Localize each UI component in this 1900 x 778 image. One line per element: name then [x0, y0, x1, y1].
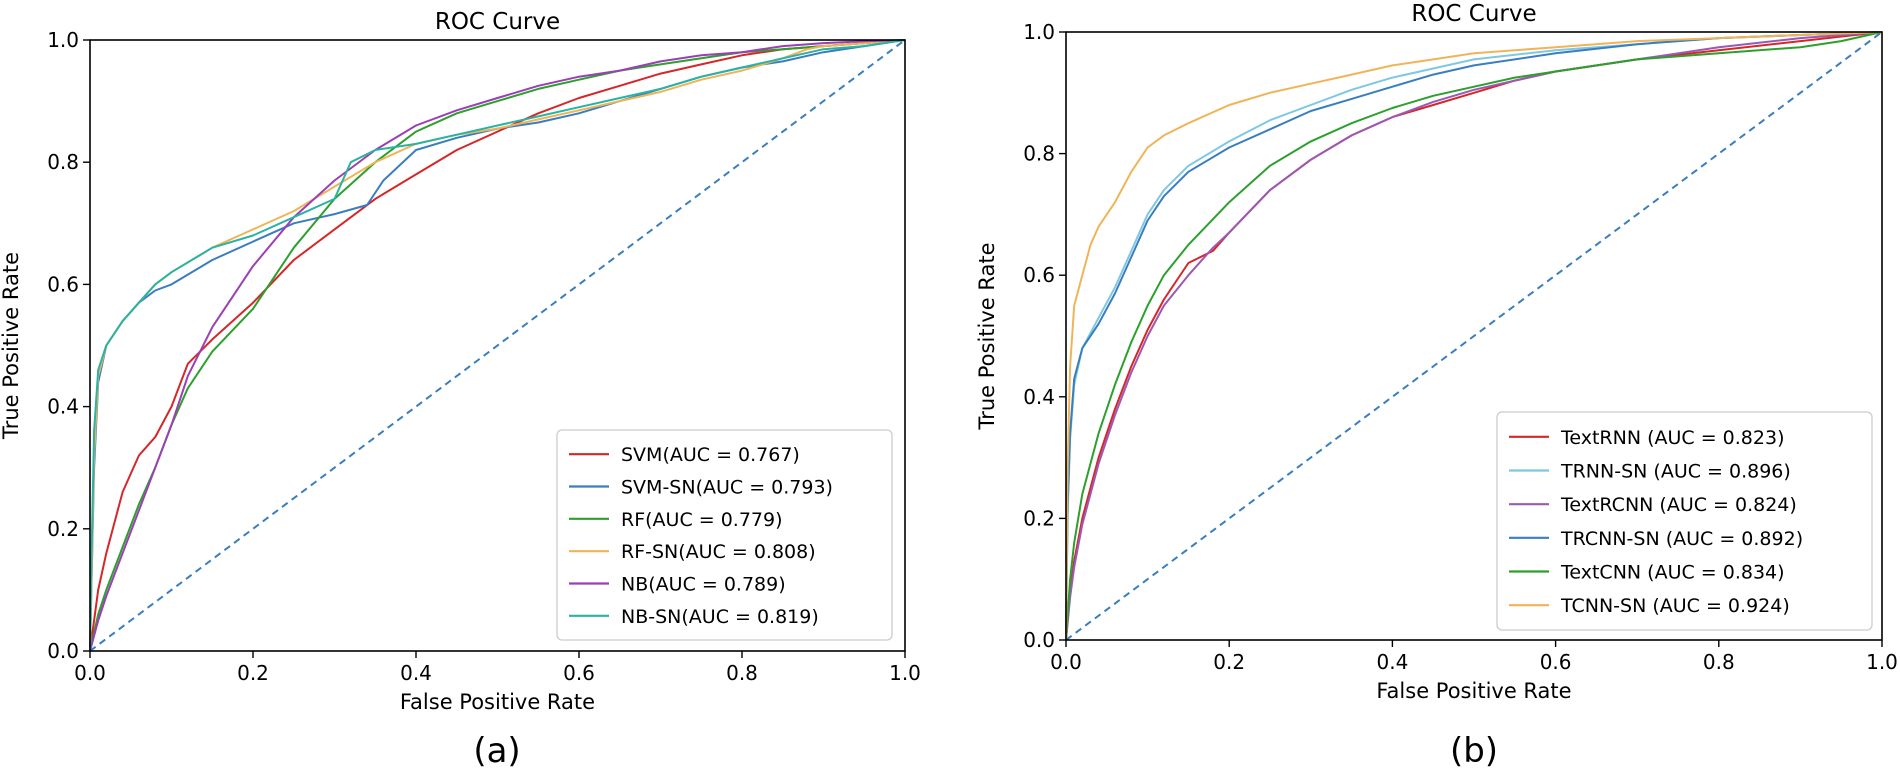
legend-entry: RF-SN(AUC = 0.808)	[621, 541, 816, 563]
y-tick-label: 1.0	[1023, 20, 1055, 44]
legend: SVM(AUC = 0.767) SVM-SN(AUC = 0.793) RF(AU…	[556, 429, 893, 641]
legend-entry: NB-SN(AUC = 0.819)	[621, 606, 819, 628]
chart-panel-b: ROC Curve 0.0 0.2 0.4 0.6 0.8 1.0 0.0 0.2 0.4 0.6 0…	[975, 1, 1898, 771]
y-tick-label: 0.4	[47, 395, 79, 419]
diagonal-reference-line	[1065, 31, 1883, 641]
diagonal-reference-line	[89, 39, 906, 652]
x-tick-label: 0.6	[1540, 650, 1572, 674]
y-tick-label: 0.4	[1023, 385, 1055, 409]
legend-entry: TextCNN (AUC = 0.834)	[1560, 562, 1785, 584]
x-tick-label: 0.2	[237, 661, 269, 685]
chart-title: ROC Curve	[1411, 1, 1536, 27]
x-tick-label: 0.4	[1376, 650, 1408, 674]
legend-entry: RF(AUC = 0.779)	[621, 509, 783, 531]
legend-entry: TextRNN (AUC = 0.823)	[1560, 427, 1784, 449]
x-tick-label: 0.6	[563, 661, 595, 685]
y-tick-label: 1.0	[47, 28, 79, 52]
x-tick-label: 0.4	[400, 661, 432, 685]
panel-caption: (a)	[473, 731, 520, 771]
plot-frame	[89, 39, 906, 652]
y-axis-label: True Positive Rate	[975, 242, 999, 430]
series-line-5	[89, 39, 906, 652]
legend: TextRNN (AUC = 0.823) TRNN-SN (AUC = 0.89…	[1496, 411, 1873, 631]
x-tick-label: 1.0	[1866, 650, 1898, 674]
y-tick-label: 0.6	[47, 272, 79, 296]
x-tick-label: 0.8	[726, 661, 758, 685]
x-tick-label: 0.8	[1703, 650, 1735, 674]
legend-entry: TRNN-SN (AUC = 0.896)	[1560, 461, 1791, 483]
x-axis-label: False Positive Rate	[1376, 679, 1571, 703]
chart-panel-a: ROC Curve 0.0 0.2 0.4 0.6 0.8 1.0 0.0 0.2 0.4 0.6 0…	[0, 9, 921, 771]
y-axis-label: True Positive Rate	[0, 252, 23, 440]
legend-entry: NB(AUC = 0.789)	[621, 574, 786, 596]
series-line-4	[89, 39, 906, 652]
legend-entry: SVM-SN(AUC = 0.793)	[621, 477, 833, 499]
legend-entry: TextRCNN (AUC = 0.824)	[1560, 494, 1797, 516]
y-tick-label: 0.8	[47, 150, 79, 174]
series-line-5	[1065, 31, 1883, 641]
legend-box	[556, 429, 893, 641]
x-tick-label: 0.0	[1050, 650, 1082, 674]
legend-entry: TCNN-SN (AUC = 0.924)	[1560, 595, 1790, 617]
y-tick-label: 0.2	[1023, 506, 1055, 530]
legend-entry: SVM(AUC = 0.767)	[621, 444, 800, 466]
y-tick-label: 0.8	[1023, 142, 1055, 166]
series-line-3	[1065, 31, 1883, 641]
x-tick-label: 0.2	[1213, 650, 1245, 674]
series-line-4	[1065, 31, 1883, 641]
legend-entry: TRCNN-SN (AUC = 0.892)	[1560, 528, 1803, 550]
panel-caption: (b)	[1450, 731, 1498, 771]
y-tick-label: 0.0	[47, 639, 79, 663]
plot-frame	[1065, 31, 1883, 641]
series-line-0	[89, 39, 906, 652]
y-tick-label: 0.6	[1023, 263, 1055, 287]
chart-title: ROC Curve	[435, 9, 560, 35]
x-tick-label: 0.0	[74, 661, 106, 685]
x-axis-label: False Positive Rate	[400, 690, 595, 714]
x-tick-label: 1.0	[889, 661, 921, 685]
y-tick-label: 0.2	[47, 517, 79, 541]
y-tick-label: 0.0	[1023, 628, 1055, 652]
legend-box	[1496, 411, 1873, 631]
